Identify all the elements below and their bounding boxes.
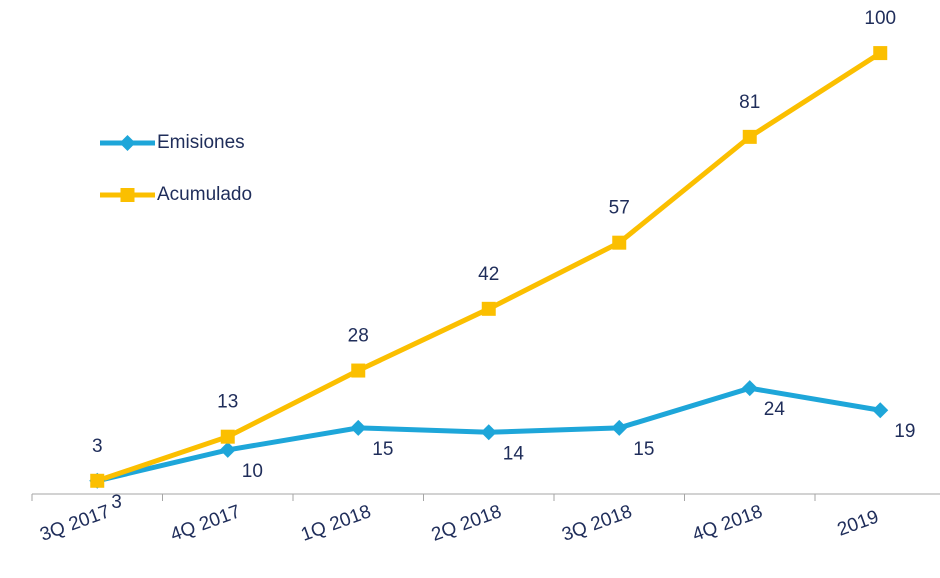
point: [480, 424, 497, 441]
point: [873, 46, 888, 61]
data-label: 100: [864, 8, 896, 29]
x-tick-label: 2019: [835, 506, 882, 540]
data-label: 19: [894, 421, 915, 442]
data-label: 15: [372, 439, 393, 460]
point: [351, 363, 366, 378]
x-tick-label: 3Q 2018: [559, 501, 635, 546]
legend-marker: [119, 135, 136, 151]
point: [481, 301, 496, 316]
x-tick-label: 3Q 2017: [37, 501, 113, 546]
x-tick-label: 4Q 2017: [168, 501, 244, 546]
data-label: 3: [92, 436, 103, 457]
point: [90, 473, 105, 488]
point: [220, 429, 235, 444]
x-tick-label: 2Q 2018: [429, 501, 505, 546]
point: [742, 129, 757, 144]
data-label: 10: [242, 461, 263, 482]
legend-label: Emisiones: [157, 132, 245, 153]
data-label: 28: [348, 326, 369, 347]
point: [611, 419, 628, 436]
data-label: 3: [111, 492, 122, 513]
point: [872, 402, 889, 419]
data-label: 14: [503, 443, 525, 464]
data-label: 42: [478, 264, 499, 285]
x-tick-label: 1Q 2018: [298, 501, 374, 546]
x-tick-label: 4Q 2018: [690, 501, 766, 546]
point: [350, 419, 367, 436]
data-label: 24: [764, 399, 786, 420]
data-label: 57: [609, 198, 630, 219]
legend-marker: [120, 188, 135, 202]
legend-label: Acumulado: [157, 184, 252, 205]
point: [741, 380, 758, 397]
point: [612, 235, 627, 250]
data-label: 15: [633, 439, 654, 460]
data-label: 13: [217, 392, 238, 413]
data-label: 81: [739, 92, 760, 113]
point: [219, 441, 236, 458]
